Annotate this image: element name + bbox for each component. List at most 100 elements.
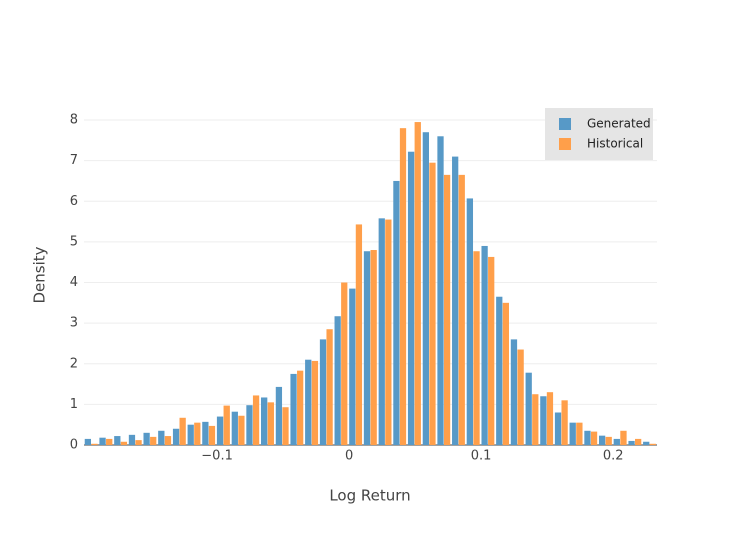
bar	[576, 422, 583, 445]
legend-box	[545, 108, 653, 160]
bar	[355, 224, 363, 445]
bar	[120, 441, 128, 445]
bar	[429, 162, 436, 446]
bar	[532, 394, 539, 445]
bar	[525, 372, 532, 445]
bar	[546, 392, 554, 445]
bar	[590, 431, 598, 445]
x-tick-label: −0.1	[201, 449, 233, 464]
y-tick-label: 7	[70, 153, 78, 168]
bar	[481, 245, 488, 445]
bar	[231, 411, 238, 445]
bar	[378, 218, 385, 445]
bar	[341, 282, 348, 445]
bar	[649, 443, 656, 445]
bars	[84, 122, 656, 446]
bar	[620, 430, 627, 445]
y-tick-label: 4	[70, 275, 78, 290]
legend-label: Generated	[587, 117, 651, 131]
bar	[135, 440, 142, 445]
bar	[488, 256, 495, 445]
bar	[179, 417, 186, 445]
bar	[99, 437, 106, 445]
bar	[305, 359, 312, 445]
y-tick-label: 8	[70, 113, 78, 128]
bar	[208, 425, 216, 445]
bar	[605, 436, 612, 445]
bar	[158, 430, 165, 445]
bar	[502, 302, 509, 445]
legend-swatch	[559, 138, 571, 150]
bar	[437, 136, 444, 445]
y-tick-label: 5	[70, 234, 78, 249]
bar	[202, 421, 209, 445]
bar	[540, 396, 547, 445]
y-tick-label: 3	[70, 316, 78, 331]
bar	[260, 397, 268, 445]
bar	[466, 198, 474, 445]
bar	[238, 415, 245, 445]
legend: Generated Historical	[545, 108, 653, 160]
bar	[334, 316, 341, 445]
legend-label: Historical	[587, 137, 643, 151]
bar	[187, 424, 194, 445]
bar	[246, 405, 253, 445]
bar	[385, 219, 392, 445]
bar	[164, 436, 172, 445]
bar	[393, 180, 400, 445]
bar	[106, 438, 113, 445]
bar	[496, 296, 503, 445]
bar	[267, 402, 274, 445]
bar	[297, 370, 304, 445]
bar	[517, 349, 524, 445]
bar	[290, 373, 297, 445]
bar	[458, 174, 465, 445]
x-tick-label: 0.2	[603, 449, 624, 464]
bar	[598, 435, 606, 445]
grid: 0 1 2 3 4 5 6 7 8 −0.1 0 0.1 0.2	[70, 113, 657, 464]
bar	[399, 128, 407, 446]
bar	[363, 251, 371, 445]
bar	[282, 407, 289, 445]
bar	[326, 329, 333, 445]
bar	[370, 250, 377, 445]
bar	[613, 438, 620, 445]
bar	[194, 422, 201, 445]
x-tick-label: 0	[345, 449, 353, 464]
bar	[422, 132, 429, 445]
bar	[635, 438, 642, 445]
bar	[311, 360, 319, 445]
bar	[349, 288, 356, 445]
bar	[569, 422, 576, 445]
y-tick-label: 0	[70, 438, 78, 453]
bar	[172, 428, 180, 445]
legend-swatch	[559, 118, 571, 130]
x-tick-label: 0.1	[471, 449, 492, 464]
y-tick-label: 6	[70, 194, 78, 209]
bar	[216, 416, 224, 445]
bar	[473, 251, 480, 445]
bar	[128, 434, 136, 445]
y-axis-title: Density	[31, 246, 49, 303]
bar	[414, 122, 421, 446]
bar	[452, 156, 459, 446]
bar	[584, 430, 591, 445]
bar	[114, 436, 121, 445]
bar	[275, 386, 283, 445]
y-tick-label: 2	[70, 356, 78, 371]
bar	[554, 412, 562, 445]
bar	[143, 432, 150, 445]
bar	[561, 400, 568, 445]
bar	[223, 405, 230, 445]
bar	[628, 440, 635, 445]
bar	[84, 438, 91, 445]
x-axis-title: Log Return	[329, 487, 410, 505]
bar	[91, 443, 98, 445]
bar	[150, 436, 157, 445]
bar	[443, 174, 451, 445]
bar	[643, 441, 650, 445]
bar	[407, 151, 415, 445]
bar	[510, 339, 518, 445]
